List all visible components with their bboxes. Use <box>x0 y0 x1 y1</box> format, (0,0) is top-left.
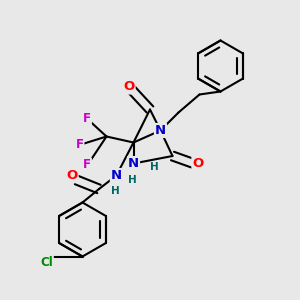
Text: H: H <box>110 186 119 196</box>
Text: Cl: Cl <box>40 256 53 269</box>
Text: N: N <box>155 124 166 137</box>
Text: O: O <box>66 169 78 182</box>
Text: H: H <box>150 161 159 172</box>
Text: O: O <box>192 157 204 170</box>
Text: F: F <box>83 112 91 125</box>
Text: F: F <box>83 158 91 172</box>
Text: N: N <box>111 169 122 182</box>
Text: N: N <box>128 157 139 170</box>
Text: F: F <box>76 137 83 151</box>
Text: H: H <box>128 175 136 185</box>
Text: O: O <box>123 80 135 94</box>
